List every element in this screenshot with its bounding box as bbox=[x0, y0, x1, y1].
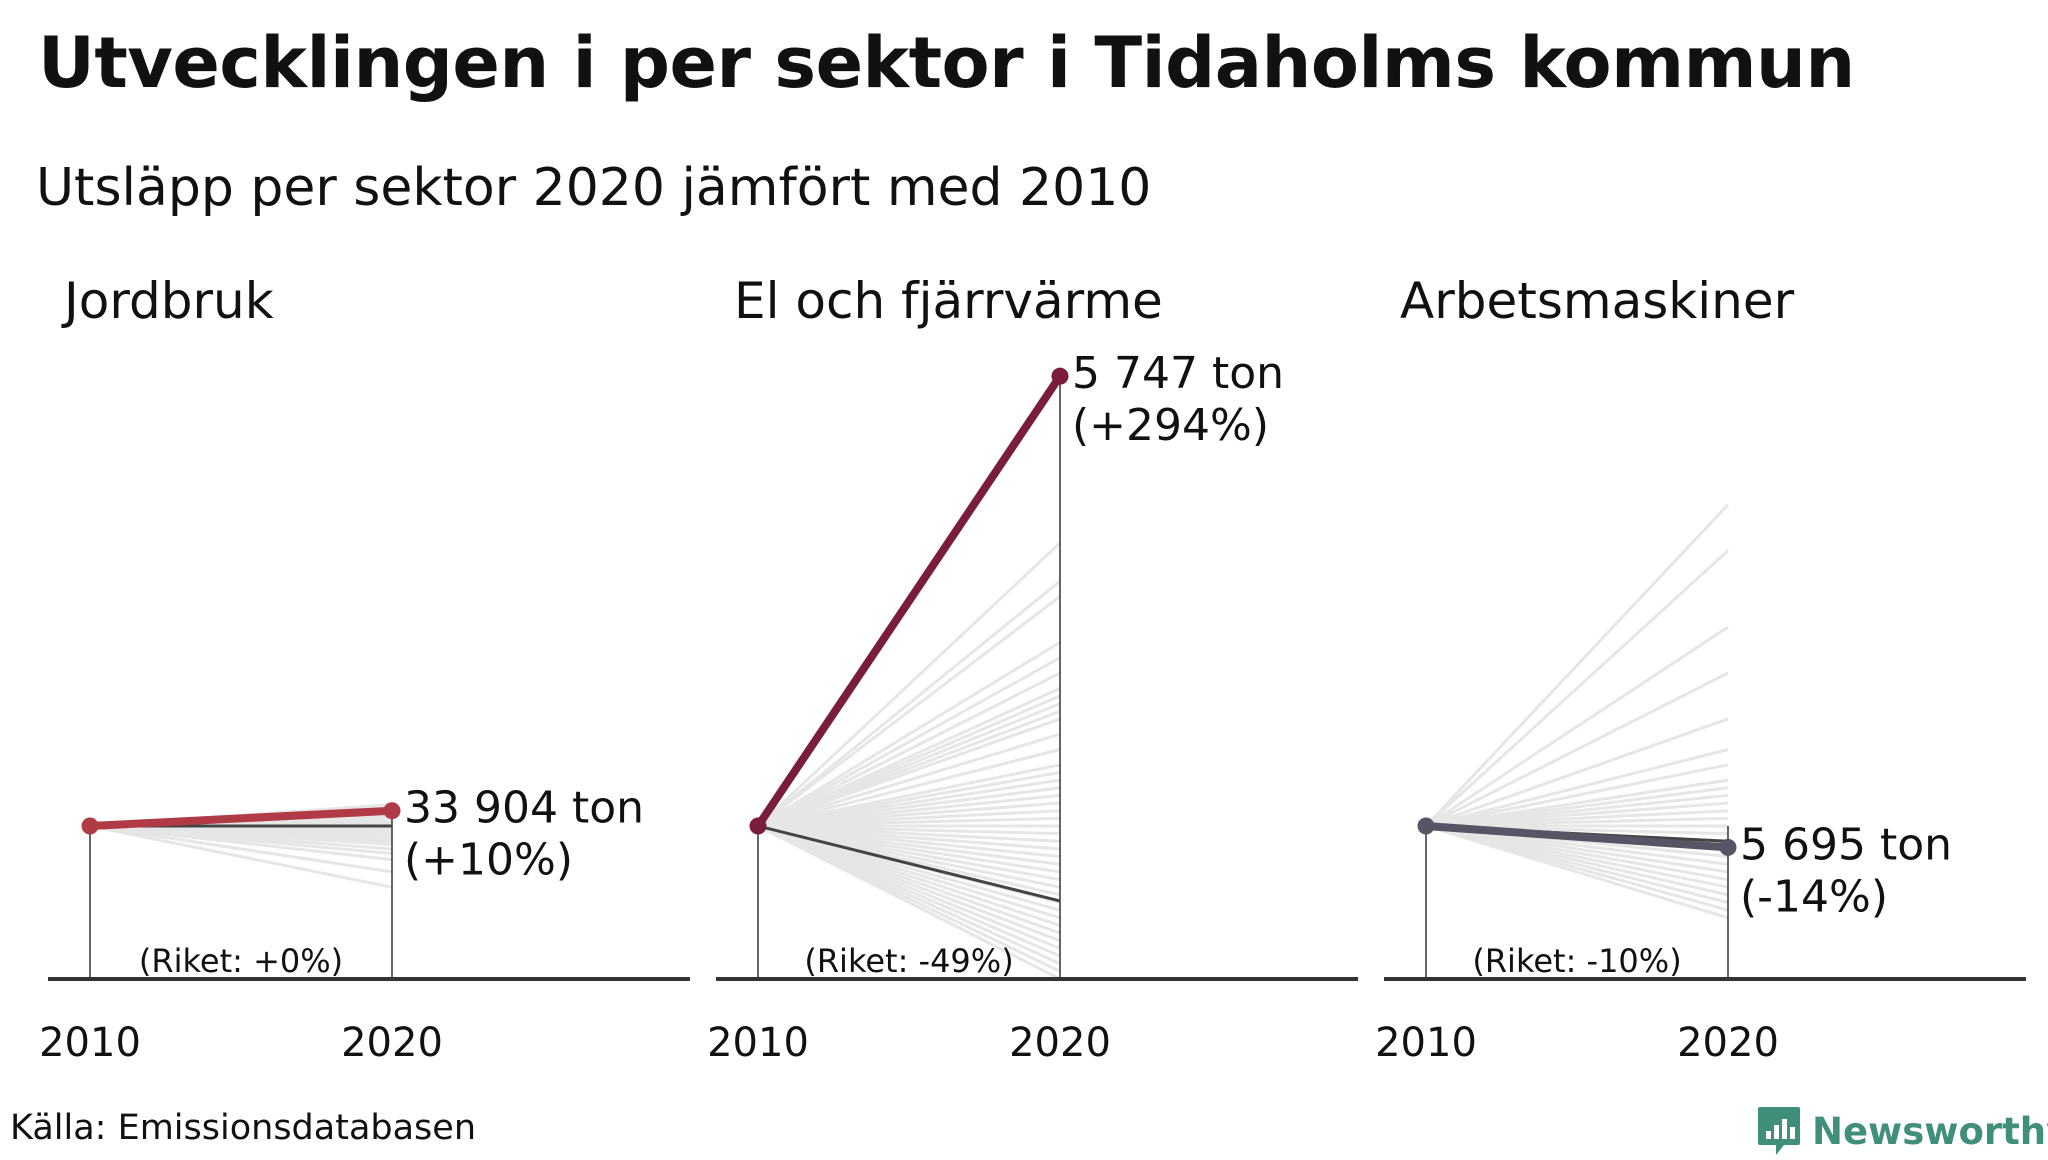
background-series-line bbox=[757, 656, 1061, 828]
background-series-line bbox=[757, 671, 1061, 828]
chart-subtitle: Utsläpp per sektor 2020 jämfört med 2010 bbox=[36, 158, 1152, 218]
highlight-series-line bbox=[1422, 822, 1732, 852]
panel-title: El och fjärrvärme bbox=[734, 272, 1163, 330]
background-series-line bbox=[1425, 717, 1729, 828]
background-series-line bbox=[1425, 671, 1729, 828]
background-series-line bbox=[756, 541, 1062, 828]
x-tick-label: 2020 bbox=[1677, 1020, 1779, 1066]
panel-title: Jordbruk bbox=[61, 272, 274, 330]
background-series-line bbox=[757, 580, 1061, 828]
highlight-point-2020 bbox=[383, 802, 401, 820]
national-change-label: (Riket: -49%) bbox=[804, 942, 1013, 980]
background-series-line bbox=[89, 824, 393, 889]
background-series-line bbox=[1425, 625, 1729, 828]
x-tick-label: 2010 bbox=[39, 1020, 141, 1066]
x-tick-label: 2010 bbox=[707, 1020, 809, 1066]
background-series-line bbox=[757, 641, 1061, 828]
national-series-line bbox=[757, 824, 1061, 903]
national-change-label: (Riket: -10%) bbox=[1472, 942, 1681, 980]
background-series-line bbox=[1425, 778, 1729, 828]
change-label: (+10%) bbox=[404, 835, 573, 886]
national-change-label: (Riket: +0%) bbox=[139, 942, 343, 980]
newsworthy-logo-icon bbox=[1758, 1107, 1800, 1155]
highlight-series-line bbox=[754, 372, 1064, 830]
background-series-line bbox=[757, 763, 1061, 828]
newsworthy-logo-text: Newsworthy bbox=[1812, 1109, 2048, 1153]
value-label: 33 904 ton bbox=[404, 783, 644, 834]
x-tick-label: 2020 bbox=[341, 1020, 443, 1066]
value-label: 5 695 ton bbox=[1740, 819, 1952, 870]
chart-title: Utvecklingen i per sektor i Tidaholms ko… bbox=[38, 22, 1855, 104]
highlight-point-2010 bbox=[1417, 817, 1435, 835]
x-tick-label: 2020 bbox=[1009, 1020, 1111, 1066]
background-series-line bbox=[1424, 503, 1730, 828]
value-label: 5 747 ton bbox=[1072, 348, 1284, 399]
background-series-line bbox=[1425, 763, 1729, 828]
change-label: (-14%) bbox=[1740, 871, 1888, 922]
highlight-point-2010 bbox=[81, 817, 99, 835]
background-series-line bbox=[757, 595, 1061, 828]
x-tick-label: 2010 bbox=[1375, 1020, 1477, 1066]
background-series-line bbox=[757, 748, 1061, 828]
highlight-point-2020 bbox=[1051, 367, 1069, 385]
highlight-series-line bbox=[86, 806, 396, 830]
highlight-point-2020 bbox=[1719, 838, 1737, 856]
change-label: (+294%) bbox=[1072, 400, 1269, 451]
background-series-line bbox=[757, 686, 1061, 828]
source-note: Källa: Emissionsdatabasen bbox=[10, 1108, 477, 1148]
newsworthy-logo: Newsworthy bbox=[1756, 1102, 2048, 1160]
background-series-line bbox=[757, 732, 1061, 828]
background-series-line bbox=[1425, 748, 1729, 828]
highlight-point-2010 bbox=[749, 817, 767, 835]
background-series-line bbox=[1424, 549, 1730, 828]
panel-title: Arbetsmaskiner bbox=[1400, 272, 1795, 330]
background-series-line bbox=[89, 824, 393, 874]
